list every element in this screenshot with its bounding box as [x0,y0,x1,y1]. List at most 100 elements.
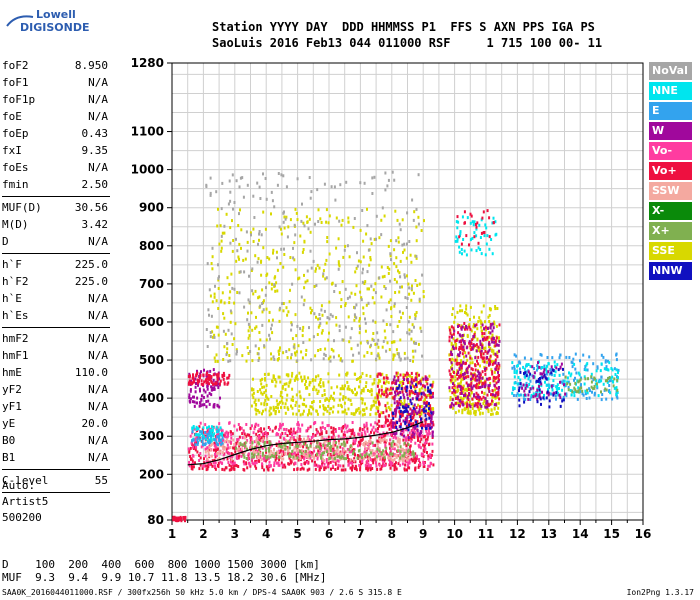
data-point-vo [265,450,268,454]
data-point-sse [217,278,220,282]
data-point-sse [426,394,429,397]
data-point-vo [332,429,335,433]
data-point-w [489,331,492,335]
data-point-nnw [405,407,408,410]
data-point-sse [465,387,468,391]
data-point-vo [384,404,387,408]
data-point-sse [367,389,369,392]
data-point-vo [482,395,485,399]
data-point-vo [320,430,323,434]
data-point-w [426,424,429,428]
data-point-noval [409,359,412,362]
data-point-nne [195,425,198,429]
data-point-ssw [237,442,240,446]
data-point-w [479,385,482,389]
data-point-noval [385,308,388,312]
data-point-vo [374,443,377,447]
data-point-sse [347,315,350,319]
data-point-vo [281,463,284,467]
data-point-vo [432,423,435,427]
data-point-sse [297,344,300,348]
data-point-vo [238,445,241,449]
data-point-e [605,397,608,401]
data-point-x [376,455,378,459]
data-point-noval [348,295,351,299]
data-point-vo [250,437,253,441]
data-point-vo [221,375,224,378]
data-point-noval [258,230,261,233]
data-point-ssw [218,457,221,461]
data-point-vo [398,410,401,414]
data-point-x [289,454,292,458]
data-point-ssw [230,457,233,461]
data-point-vo [337,434,340,438]
data-point-w [399,391,402,394]
data-point-e [616,396,619,400]
data-point-nne [612,380,615,384]
data-point-nne [212,426,215,430]
data-point-x [328,441,331,445]
data-point-sse [353,318,356,322]
data-point-sse [486,360,488,364]
data-point-x [569,382,572,386]
data-point-nnw [423,409,425,413]
data-point-vo [353,457,356,461]
data-point-vo [195,445,198,449]
data-point-sse [252,396,255,400]
data-point-vo [407,465,410,469]
data-point-nne [545,383,548,387]
data-point-vo [466,405,468,409]
data-point-vo [488,235,491,239]
data-point-w [486,377,488,381]
data-point-ssw [332,443,335,447]
data-point-vo [318,465,321,469]
data-point-e [617,368,620,372]
data-point-vo [448,339,451,343]
data-point-noval [390,258,392,262]
data-point-nne [586,362,589,366]
data-point-nnw [396,421,399,425]
data-point-sse [358,319,361,323]
data-point-noval [356,343,359,347]
data-point-vo [211,459,214,463]
data-point-vo [223,374,226,378]
data-point-ssw [252,447,255,451]
data-point-sse [279,346,281,350]
data-point-sse [297,277,300,281]
data-point-vo [418,411,421,414]
data-point-w [402,434,405,438]
data-point-sse [354,270,357,274]
param-md: M(D) 3.42 [2,217,108,233]
data-point-noval [209,176,212,180]
data-point-sse [408,374,411,377]
data-point-sse [246,346,249,350]
data-point-vo [426,382,429,386]
data-point-sse [257,347,260,351]
data-point-w [406,378,409,382]
data-point-sse [489,346,492,350]
data-point-nnw [559,404,562,408]
data-point-sse [220,246,223,250]
data-point-noval [370,284,373,288]
data-point-w [453,329,456,333]
data-point-w [406,414,409,418]
data-point-nne [569,389,572,392]
data-point-vo [470,342,473,345]
data-point-sse [411,349,414,353]
data-point-vo [221,461,224,465]
data-point-e [522,397,525,401]
data-point-vo [415,456,418,460]
data-point-noval [366,224,369,228]
data-point-noval [254,344,257,348]
data-point-w [411,411,414,415]
data-point-noval [225,353,228,357]
data-point-sse [319,385,322,389]
data-point-nne [465,253,468,257]
data-point-vo [200,379,203,383]
data-point-nnw [539,380,542,384]
data-point-w [192,395,194,399]
data-point-sse [283,382,286,386]
data-point-sse [376,392,378,396]
data-point-vo [318,468,321,472]
data-point-e [201,436,204,440]
